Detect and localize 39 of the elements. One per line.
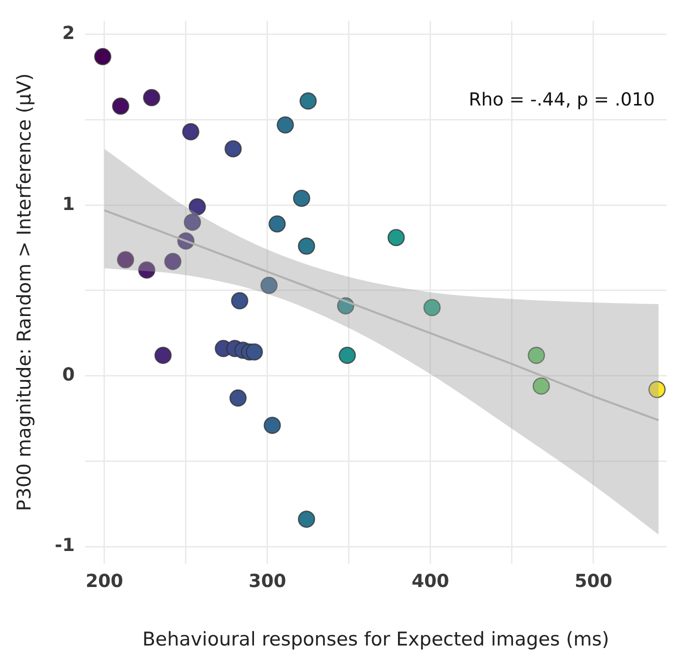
point <box>188 198 206 216</box>
x-axis-title: Behavioural responses for Expected images (ms) <box>142 628 610 651</box>
point <box>264 416 281 434</box>
y-tick-label: 2 <box>62 23 75 44</box>
y-tick-label: -1 <box>54 535 75 556</box>
x-tick-label: 200 <box>86 571 124 592</box>
y-tick-label: 1 <box>62 194 75 215</box>
point <box>268 215 286 233</box>
point <box>229 389 247 407</box>
point <box>154 346 172 364</box>
point <box>94 48 112 66</box>
point <box>246 343 263 361</box>
annotation: Rho = -.44, p = .010 <box>468 89 655 110</box>
y-tick-label: 0 <box>62 364 75 386</box>
point <box>182 123 200 140</box>
point <box>388 228 405 246</box>
point <box>224 140 242 158</box>
point <box>138 261 156 279</box>
point <box>276 116 294 134</box>
point <box>143 89 160 106</box>
point <box>293 190 310 207</box>
point <box>423 298 441 316</box>
point <box>116 251 134 268</box>
point <box>338 346 356 364</box>
point <box>231 292 248 310</box>
point <box>164 252 182 270</box>
point <box>532 377 550 395</box>
x-tick-label: 300 <box>248 571 286 592</box>
y-axis-title: P300 magnitude: Random > Interference (µV) <box>13 73 36 512</box>
x-tick-label: 500 <box>574 571 612 592</box>
x-tick-label: 400 <box>412 571 450 592</box>
point <box>260 276 278 294</box>
point <box>528 346 545 364</box>
point <box>112 98 130 115</box>
point <box>300 92 317 110</box>
point <box>298 238 316 255</box>
point <box>298 510 316 528</box>
point <box>648 380 666 398</box>
point <box>184 214 201 231</box>
